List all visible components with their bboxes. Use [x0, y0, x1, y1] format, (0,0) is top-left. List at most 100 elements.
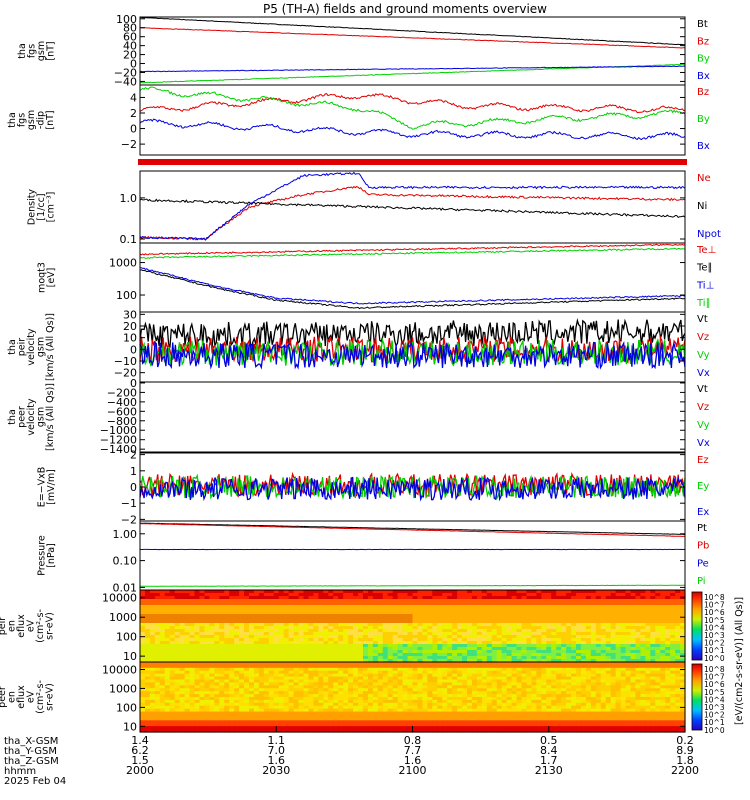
ytick-label: 0.01 — [113, 581, 138, 594]
legend-label: Ex — [697, 507, 709, 518]
panel-3: 1.0 0.1 Density[1/cc][cm⁻³] Ne Ni Npot — [27, 170, 721, 246]
panel-8: 1.00 0.10 0.01 Pressure[nPa] Pt Pb Pe Pi — [36, 520, 709, 594]
ytick-label: 10 — [123, 332, 137, 345]
ytick-label: 20 — [123, 49, 137, 62]
ylabel: Density[1/cc][cm⁻³] — [27, 189, 57, 225]
ylabel-line: (cm²-s- — [35, 609, 46, 643]
ylabel-line: sr-eV) — [45, 612, 56, 640]
ylabel: thapeirenefluxeV(cm²-s-sr-eV) — [0, 609, 56, 643]
spectrogram-1 — [140, 590, 686, 663]
ytick-label: 0 — [130, 123, 137, 136]
legend-label: Te∥ — [696, 263, 713, 274]
ylabel-line: (cm²-s- — [35, 680, 46, 714]
ylabel-line: tha — [17, 43, 28, 59]
colorbar-tick: 10^4 — [704, 695, 725, 704]
ylabel-line: en — [7, 620, 18, 632]
ylabel-line: tha — [7, 409, 18, 425]
spectrogram-2 — [140, 662, 686, 733]
series-line-Npot — [139, 171, 686, 241]
colorbar-tick: 10^0 — [704, 654, 725, 663]
legend-label: Vy — [697, 420, 710, 431]
legend-label: Pb — [697, 541, 709, 552]
ylabel-line: velocity — [26, 398, 37, 436]
ylabel-line: -dip — [36, 111, 47, 129]
ytick-label: 0 — [130, 343, 137, 356]
legend-label: Vz — [697, 402, 709, 413]
ylabel: E=−VxB[mV/m] — [36, 467, 57, 508]
ylabel-line: en — [7, 691, 18, 703]
colorbar-tick: 10^1 — [704, 646, 725, 655]
legend-label: Vz — [697, 332, 709, 343]
ytick-label: 1000 — [109, 257, 137, 270]
xtick-label: 1.5 — [131, 754, 149, 767]
ylabel-line: [cm⁻³] — [46, 192, 57, 223]
ytick-label: −10 — [114, 355, 137, 368]
panel-9: 10000 1000 100 10 thapeirenefluxeV(cm²-s-sr-… — [0, 589, 686, 663]
legend-label: Ti⊥ — [696, 280, 714, 291]
panel-frame — [139, 84, 686, 156]
series-line-Bz — [139, 27, 685, 49]
ytick-label: 10000 — [102, 664, 137, 677]
panel-6: 0−200−400−600−800−1000−1200−1400 thapeerv… — [7, 377, 710, 456]
ytick-label: 2 — [130, 107, 137, 120]
legend-label: Vt — [697, 384, 708, 395]
colorbar-tick: 10^2 — [704, 639, 725, 648]
legend-label: Pi — [697, 576, 706, 587]
legend-label: Vy — [697, 350, 710, 361]
ytick-label: 100 — [116, 701, 137, 714]
colorbar-label: [eV/(cm2-s-sr-eV)] (All Qs)] — [734, 597, 745, 725]
ylabel-line: gsm — [26, 110, 37, 130]
ytick-label: −1000 — [100, 424, 137, 437]
panel-7: 2 1 0 −1 −2 E=−VxB[mV/m] Ez Ey Ex — [36, 449, 709, 527]
panel-frame — [139, 16, 686, 86]
ytick-label: 30 — [123, 308, 137, 321]
legend-label: Vt — [697, 314, 708, 325]
series-line-Pb — [139, 523, 686, 537]
series-line-Vt — [139, 318, 686, 349]
series-line-Bt — [139, 16, 686, 46]
colorbar-tick: 10^0 — [704, 726, 725, 735]
panel-frame — [139, 381, 686, 453]
ylabel-line: sr-eV) — [45, 683, 56, 711]
ytick-label: −1 — [121, 497, 137, 510]
colorbar-tick: 10^4 — [704, 623, 725, 632]
ylabel-line: [km/s (All Qs)] — [45, 313, 56, 381]
series-line-By — [139, 86, 686, 130]
ytick-label: −2 — [121, 138, 137, 151]
colorbar-tick: 10^6 — [704, 608, 725, 617]
legend-label: Pt — [697, 523, 707, 534]
legend-label: Ez — [697, 455, 709, 466]
ylabel-line: E=−VxB — [36, 467, 47, 508]
ytick-label: −20 — [114, 66, 137, 79]
series-line-Bx — [139, 65, 686, 73]
legend-label: Ti∥ — [696, 298, 711, 309]
panel-4: 1000 100 moqt3[eV] Te⊥ Te∥ Ti⊥ Ti∥ — [36, 242, 716, 313]
colorbar-tick: 10^1 — [704, 718, 725, 727]
colorbar-tick: 10^2 — [704, 711, 725, 720]
ylabel-line: [eV] — [46, 268, 57, 288]
ytick-label: 0.10 — [113, 555, 138, 568]
xtick-label: 2130 — [535, 764, 563, 777]
series-line-Ti⊥ — [139, 267, 686, 305]
ytick-label: −2 — [121, 513, 137, 526]
xtick-label: 0.2 — [676, 734, 694, 747]
ylabel-line: moqt3 — [36, 262, 47, 293]
ylabel-line: [nT] — [45, 41, 56, 60]
ylabel-line: Pressure — [36, 535, 47, 576]
ylabel-line: eV — [26, 619, 37, 632]
series-line-Ex — [139, 475, 686, 502]
colorbar-tick: 10^8 — [704, 593, 725, 602]
series-line-Ni — [139, 198, 686, 219]
legend-label: Ni — [697, 201, 707, 212]
series-line-Bz — [139, 93, 686, 114]
colorbar-1 — [691, 591, 703, 661]
ytick-label: −600 — [107, 405, 137, 418]
series-line-Pt — [139, 522, 685, 535]
legend-label: By — [697, 54, 710, 65]
ylabel-line: [km/s (All Qs)] — [45, 383, 56, 451]
xaxis-row-label: tha_Y-GSM — [4, 746, 57, 757]
ylabel-line: [1/cc] — [36, 193, 47, 220]
